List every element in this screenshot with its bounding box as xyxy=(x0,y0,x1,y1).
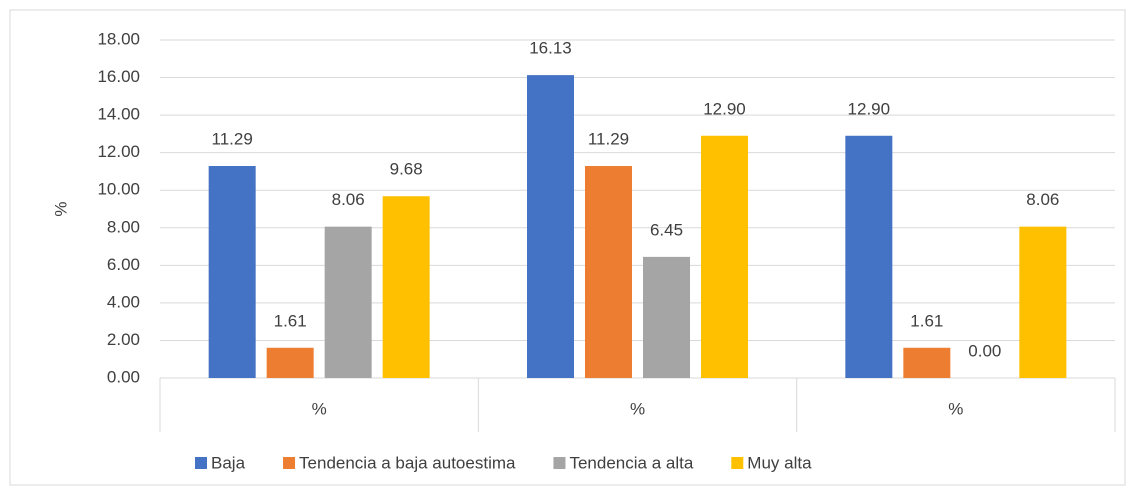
bar xyxy=(643,256,690,378)
bar xyxy=(701,135,748,378)
x-tick-label: % xyxy=(312,399,327,418)
data-label: 11.29 xyxy=(212,129,253,148)
data-label: 1.61 xyxy=(274,311,307,330)
data-label: 12.90 xyxy=(703,99,746,118)
y-tick-label: 4.00 xyxy=(107,292,140,311)
legend-label: Tendencia a baja autoestima xyxy=(299,453,516,472)
y-tick-label: 0.00 xyxy=(107,367,140,386)
bar xyxy=(324,226,372,378)
data-label: 0.00 xyxy=(968,341,1001,360)
legend-swatch xyxy=(553,457,566,469)
legend-label: Tendencia a alta xyxy=(569,453,693,472)
bar xyxy=(527,75,574,378)
bar xyxy=(585,165,632,378)
y-tick-label: 6.00 xyxy=(107,255,140,274)
x-tick-label: % xyxy=(630,399,645,418)
data-label: 9.68 xyxy=(390,160,423,179)
data-label: 6.45 xyxy=(650,220,683,239)
y-axis-label: % xyxy=(51,201,70,216)
bar xyxy=(382,196,430,378)
data-label: 12.90 xyxy=(848,99,891,118)
y-tick-label: 2.00 xyxy=(107,330,140,349)
y-tick-label: 18.00 xyxy=(97,29,140,48)
x-tick-label: % xyxy=(948,399,963,418)
y-tick-label: 10.00 xyxy=(97,180,140,199)
legend-label: Muy alta xyxy=(747,453,812,472)
data-label: 16.13 xyxy=(529,39,572,58)
bar xyxy=(845,135,893,378)
y-tick-label: 8.00 xyxy=(107,217,140,236)
y-tick-label: 12.00 xyxy=(97,142,140,161)
legend-label: Baja xyxy=(211,453,246,472)
data-label: 11.29 xyxy=(588,129,629,148)
y-tick-label: 16.00 xyxy=(97,67,140,86)
legend-swatch xyxy=(731,457,744,469)
data-label: 8.06 xyxy=(1026,190,1059,209)
bar xyxy=(208,165,256,378)
y-tick-label: 14.00 xyxy=(97,105,140,124)
data-label: 1.61 xyxy=(910,311,943,330)
data-label: 8.06 xyxy=(332,190,365,209)
bar xyxy=(266,347,314,378)
legend-swatch xyxy=(195,457,207,469)
legend-swatch xyxy=(283,457,296,469)
bar xyxy=(903,347,951,378)
bar xyxy=(1019,226,1067,378)
